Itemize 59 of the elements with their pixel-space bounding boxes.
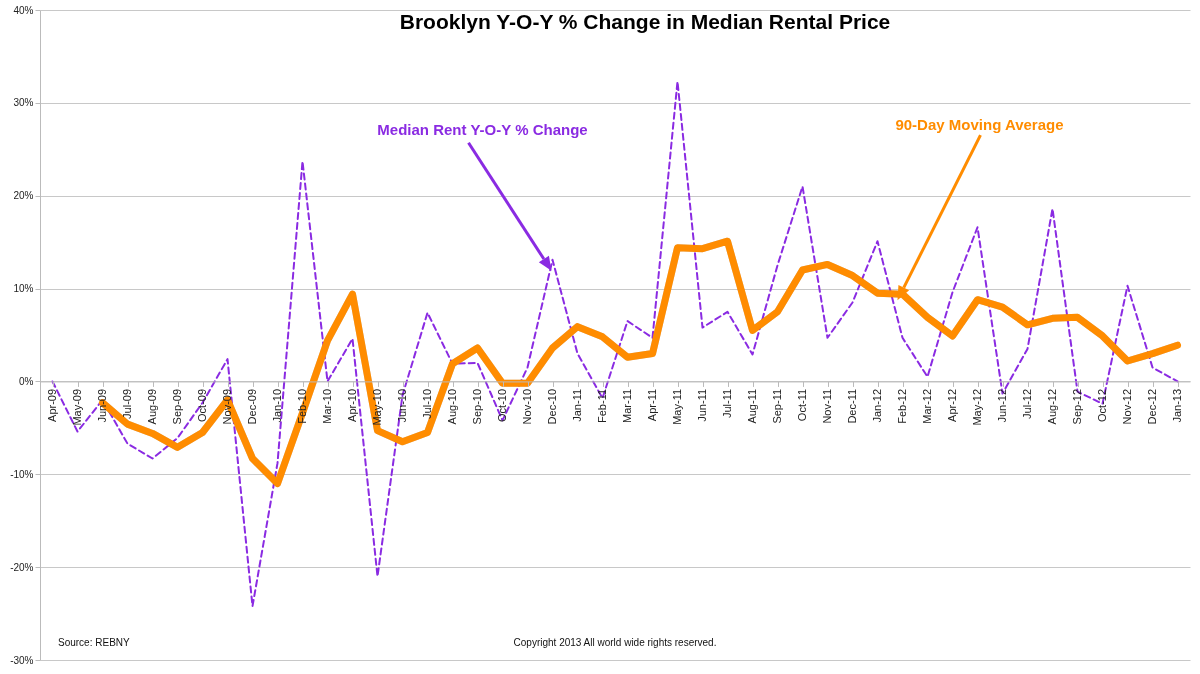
x-tick-label: Jan-12: [871, 388, 883, 423]
x-tick-label: Dec-11: [846, 388, 858, 424]
annotation: Copyright 2013 All world wide rights reserved.: [513, 637, 717, 648]
x-tick-label: Sep-09: [171, 388, 183, 425]
x-tick-label: May-10: [371, 388, 383, 426]
x-tick-label: Oct-10: [496, 388, 508, 422]
x-tick-label: Jul-10: [421, 388, 433, 419]
x-tick-label: Dec-12: [1146, 388, 1158, 425]
y-tick-label: -10%: [10, 468, 34, 480]
x-tick-label: Aug-11: [746, 388, 758, 424]
x-tick-label: Mar-10: [321, 388, 333, 424]
x-tick-label: Jun-10: [396, 388, 408, 423]
x-tick-label: Aug-10: [446, 388, 458, 425]
y-tick-label: -20%: [10, 561, 34, 573]
x-tick-label: Mar-12: [921, 388, 933, 424]
x-tick-label: Sep-10: [471, 388, 483, 425]
y-tick-label: -30%: [10, 654, 34, 666]
x-tick-label: Apr-12: [946, 388, 958, 422]
x-tick-label: Apr-09: [46, 388, 58, 422]
x-tick-label: Jul-11: [721, 388, 733, 419]
x-tick-label: Dec-09: [246, 388, 258, 425]
y-tick-label: 20%: [13, 190, 34, 202]
x-tick-label: May-09: [71, 388, 83, 426]
x-tick-label: Jun-11: [696, 388, 708, 422]
x-tick-label: Jun-09: [96, 388, 108, 423]
x-tick-label: Feb-11: [596, 388, 608, 423]
x-tick-label: Aug-12: [1046, 388, 1058, 425]
text: Median Rent Y-O-Y % Change: [377, 120, 588, 138]
x-tick-label: Apr-11: [646, 388, 658, 422]
x-tick-label: Feb-12: [896, 388, 908, 424]
y-tick-label: 40%: [13, 4, 34, 16]
x-tick-label: Nov-12: [1121, 388, 1133, 425]
x-tick-label: Jul-09: [121, 388, 133, 419]
x-tick-label: Sep-11: [771, 388, 783, 424]
chart-title: Brooklyn Y-O-Y % Change in Median Rental Price: [399, 10, 891, 33]
x-tick-label: Jun-12: [996, 388, 1008, 423]
x-tick-label: Oct-12: [1096, 388, 1108, 422]
x-tick-label: Nov-10: [521, 388, 533, 425]
x-tick-label: Dec-10: [546, 388, 558, 425]
x-tick-label: Aug-09: [146, 388, 158, 425]
text: 90-Day Moving Average: [895, 116, 1064, 134]
x-tick-label: Apr-10: [346, 388, 358, 422]
x-tick-label: Nov-11: [821, 388, 833, 424]
x-tick-label: Feb-10: [296, 388, 308, 424]
y-tick-label: 0%: [19, 375, 34, 387]
annotation: Source: REBNY: [58, 637, 131, 648]
x-tick-label: Oct-09: [196, 388, 208, 422]
x-tick-label: Nov-09: [221, 388, 233, 425]
x-tick-label: Jul-12: [1021, 388, 1033, 419]
x-tick-label: May-12: [971, 388, 983, 426]
x-tick-label: Mar-11: [621, 388, 633, 423]
x-tick-label: Jan-10: [271, 388, 283, 423]
y-tick-label: 10%: [13, 283, 34, 295]
y-tick-label: 30%: [13, 97, 34, 109]
x-tick-label: Sep-12: [1071, 388, 1083, 425]
x-tick-label: May-11: [671, 388, 683, 425]
x-tick-label: Jan-13: [1171, 388, 1183, 423]
x-tick-label: Jan-11: [571, 388, 583, 422]
x-tick-label: Oct-11: [796, 388, 808, 422]
